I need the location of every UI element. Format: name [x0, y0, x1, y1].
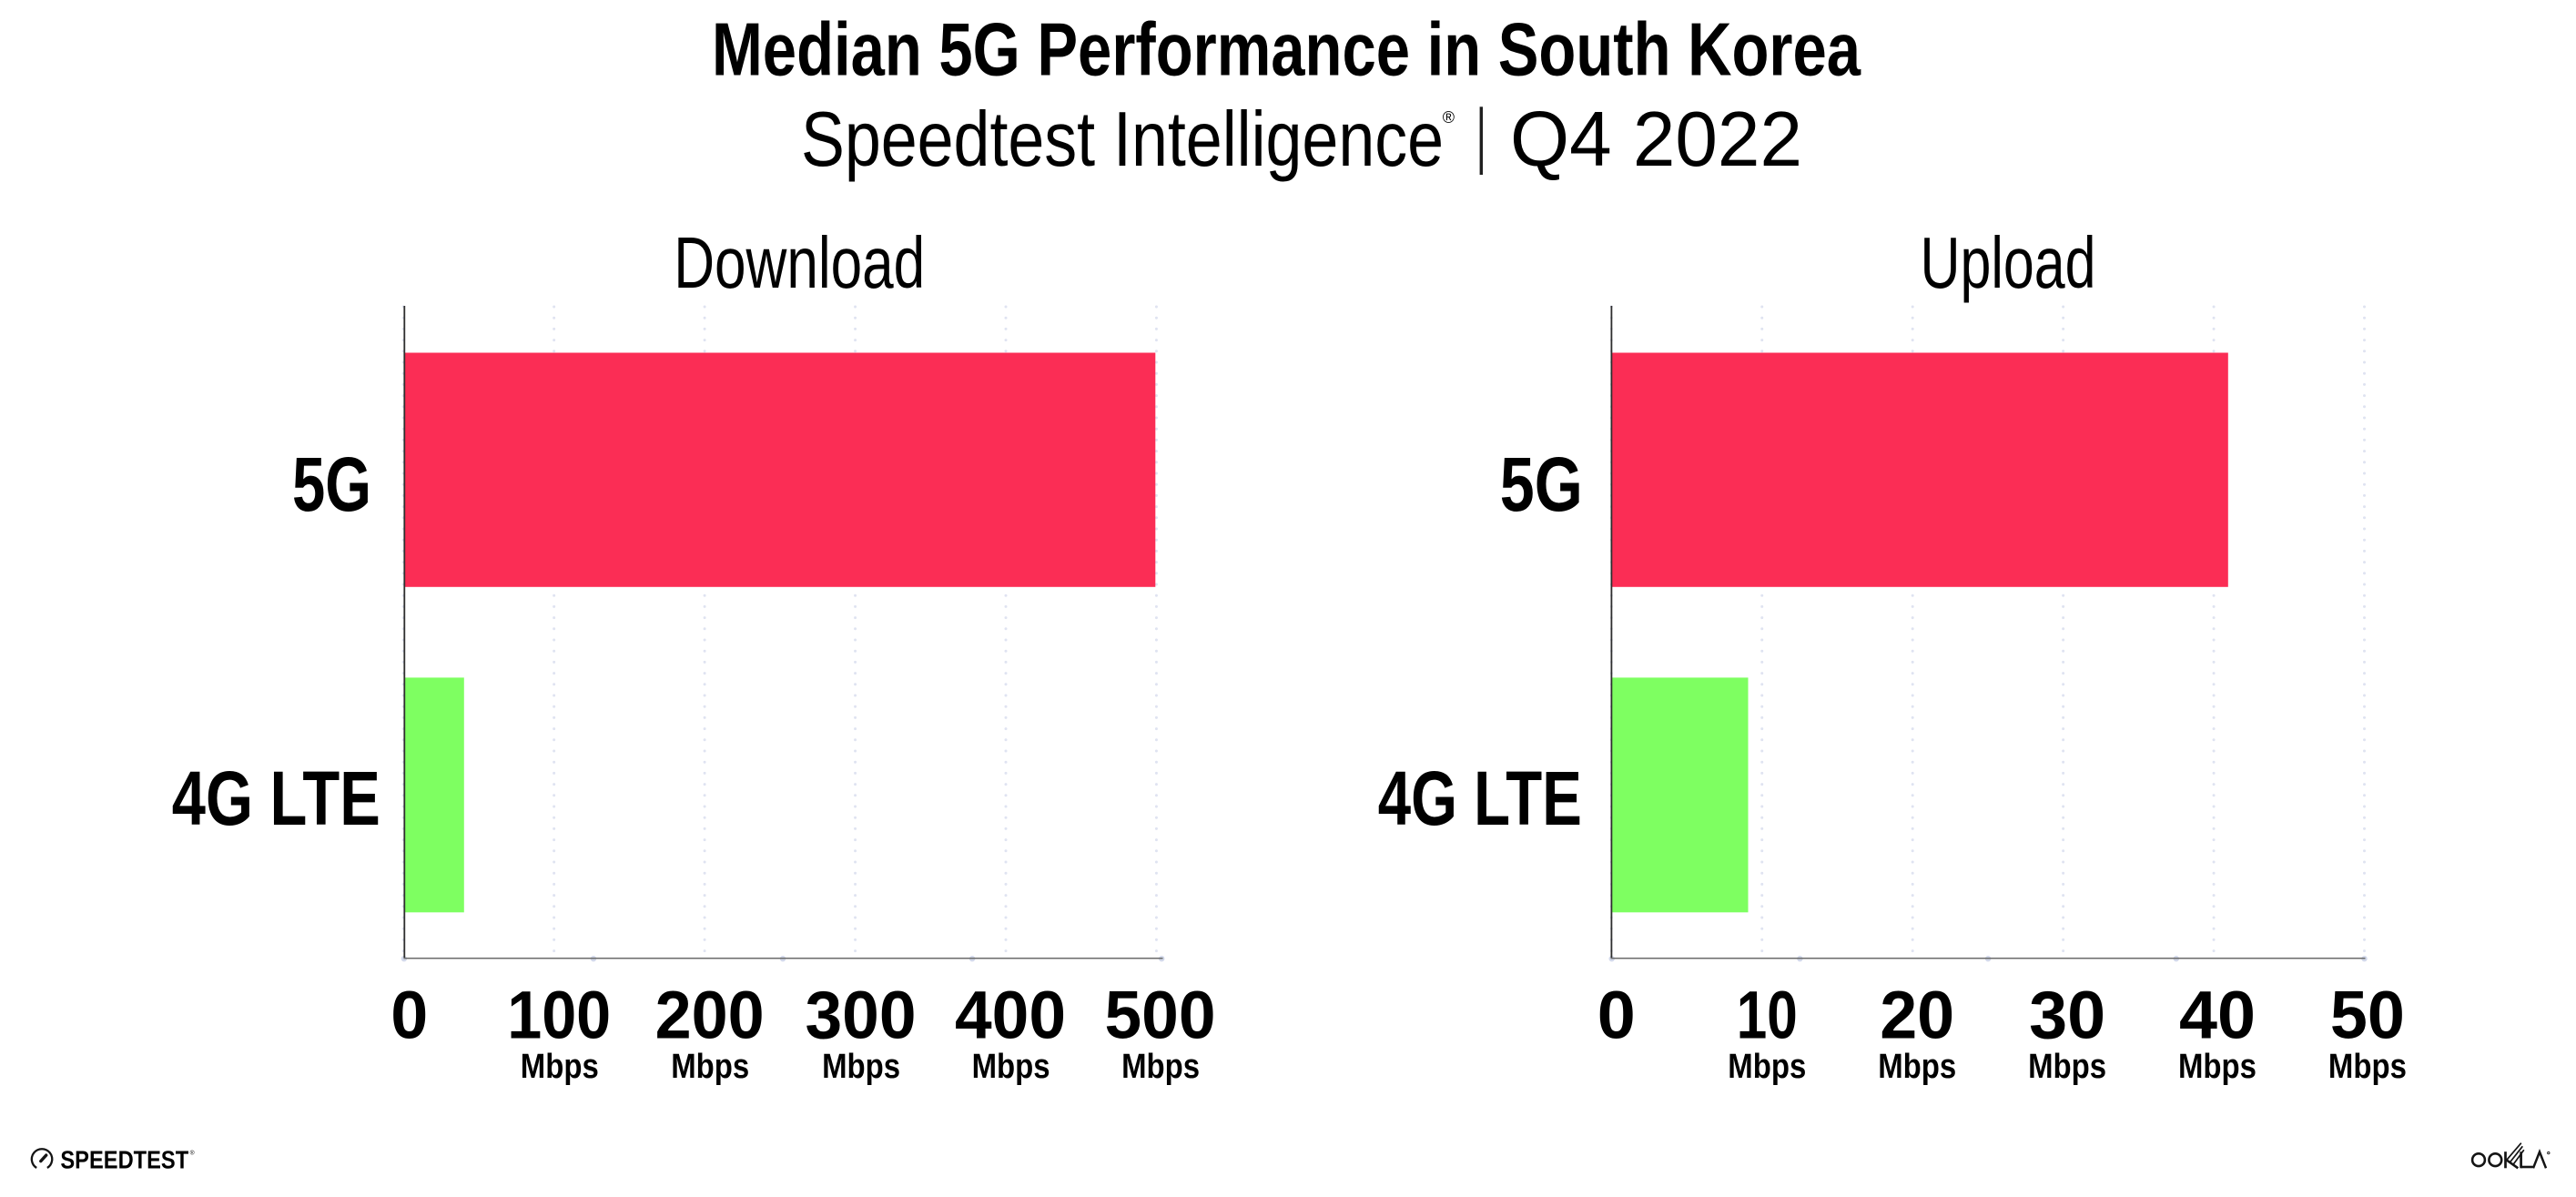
svg-text:5G: 5G	[292, 441, 371, 527]
svg-text:300: 300	[806, 978, 917, 1053]
svg-text:400: 400	[955, 978, 1066, 1053]
svg-text:Q4 2022: Q4 2022	[1510, 96, 1802, 183]
svg-text:®: ®	[190, 1149, 195, 1156]
svg-text:Mbps: Mbps	[972, 1048, 1050, 1086]
svg-text:Upload: Upload	[1921, 222, 2096, 303]
svg-text:®: ®	[1443, 108, 1455, 127]
svg-text:Mbps: Mbps	[1728, 1048, 1806, 1086]
svg-text:SPEEDTEST: SPEEDTEST	[60, 1145, 188, 1173]
svg-text:20: 20	[1880, 978, 1954, 1053]
svg-text:5G: 5G	[1500, 441, 1583, 527]
svg-text:Median 5G Performance in South: Median 5G Performance in South Korea	[712, 8, 1861, 92]
svg-text:200: 200	[655, 978, 765, 1053]
svg-text:Mbps: Mbps	[2178, 1048, 2257, 1086]
svg-text:Download: Download	[674, 222, 925, 303]
svg-text:4G LTE: 4G LTE	[1378, 756, 1582, 841]
svg-text:Mbps: Mbps	[2328, 1048, 2407, 1086]
svg-text:Mbps: Mbps	[822, 1048, 900, 1086]
svg-text:50: 50	[2330, 978, 2405, 1053]
svg-text:100: 100	[507, 978, 611, 1053]
svg-text:40: 40	[2179, 978, 2256, 1053]
svg-text:0: 0	[1597, 978, 1636, 1053]
svg-text:0: 0	[390, 978, 428, 1053]
svg-text:500: 500	[1105, 978, 1216, 1053]
svg-text:Mbps: Mbps	[1878, 1048, 1956, 1086]
svg-text:Mbps: Mbps	[2028, 1048, 2106, 1086]
svg-text:Speedtest Intelligence: Speedtest Intelligence	[801, 96, 1444, 183]
svg-text:4G LTE: 4G LTE	[172, 756, 380, 841]
svg-text:10: 10	[1737, 978, 1798, 1053]
svg-text:Mbps: Mbps	[671, 1048, 749, 1086]
svg-text:Mbps: Mbps	[521, 1048, 599, 1086]
svg-text:30: 30	[2029, 978, 2105, 1053]
svg-text:Mbps: Mbps	[1121, 1048, 1200, 1086]
